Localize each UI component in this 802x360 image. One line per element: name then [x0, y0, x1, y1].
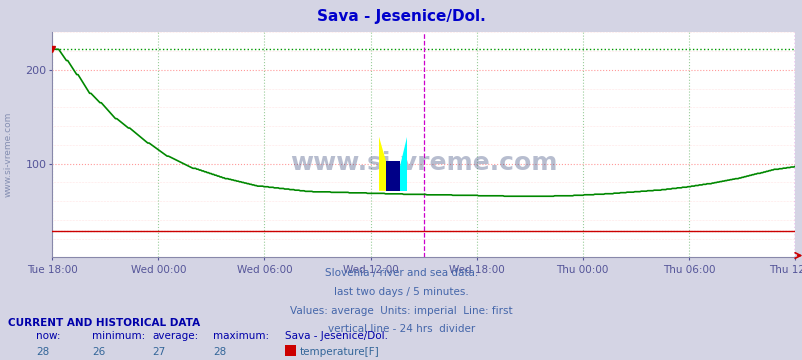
Text: minimum:: minimum:: [92, 332, 145, 342]
Text: vertical line - 24 hrs  divider: vertical line - 24 hrs divider: [327, 324, 475, 334]
Text: Sava - Jesenice/Dol.: Sava - Jesenice/Dol.: [317, 9, 485, 24]
Text: maximum:: maximum:: [213, 332, 269, 342]
Polygon shape: [394, 137, 407, 191]
Text: Values: average  Units: imperial  Line: first: Values: average Units: imperial Line: fi…: [290, 306, 512, 316]
Text: 26: 26: [92, 347, 106, 357]
Text: 28: 28: [36, 347, 50, 357]
Text: now:: now:: [36, 332, 61, 342]
Text: CURRENT AND HISTORICAL DATA: CURRENT AND HISTORICAL DATA: [8, 318, 200, 328]
Text: average:: average:: [152, 332, 199, 342]
Text: 27: 27: [152, 347, 166, 357]
Text: Sava - Jesenice/Dol.: Sava - Jesenice/Dol.: [285, 332, 387, 342]
Text: last two days / 5 minutes.: last two days / 5 minutes.: [334, 287, 468, 297]
Text: Slovenia / river and sea data.: Slovenia / river and sea data.: [325, 268, 477, 278]
Bar: [386, 161, 399, 191]
Polygon shape: [379, 137, 394, 191]
Text: www.si-vreme.com: www.si-vreme.com: [3, 112, 13, 198]
Text: www.si-vreme.com: www.si-vreme.com: [290, 151, 557, 175]
Text: 28: 28: [213, 347, 226, 357]
Text: temperature[F]: temperature[F]: [299, 347, 379, 357]
